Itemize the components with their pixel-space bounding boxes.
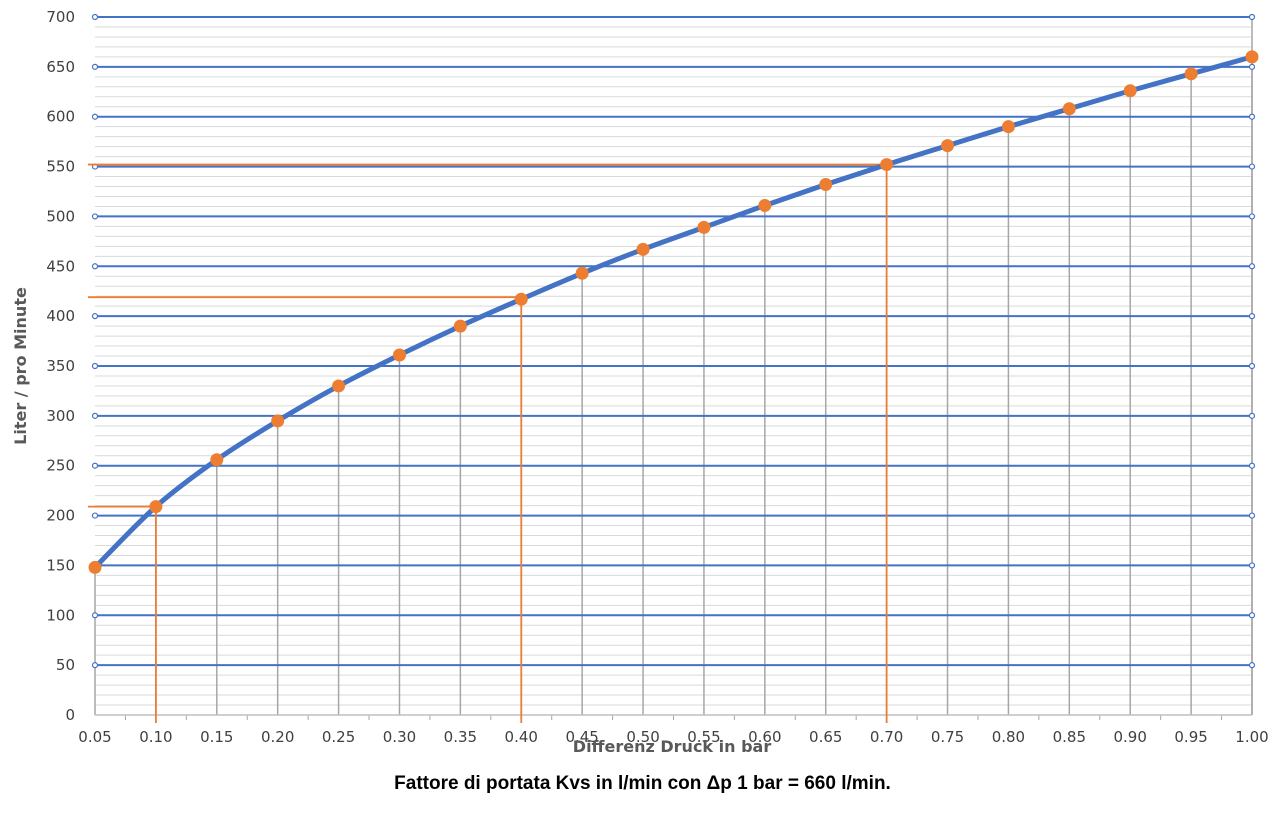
data-point (697, 220, 711, 234)
x-tick-label: 0.15 (200, 728, 233, 746)
y-tick-label: 100 (46, 606, 75, 624)
x-tick-label: 0.30 (383, 728, 416, 746)
y-tick-label: 400 (46, 307, 75, 325)
data-point (1123, 84, 1137, 98)
data-point (575, 266, 589, 280)
data-point (1184, 67, 1198, 81)
gridline-end-marker (91, 113, 99, 120)
x-axis-label: Differenz Druck in bar (573, 737, 772, 756)
data-point (210, 453, 224, 467)
data-point (1001, 120, 1015, 134)
x-tick-label: 0.55 (687, 728, 720, 746)
gridline-end-marker (1248, 263, 1256, 270)
gridline-end-marker (1248, 662, 1256, 669)
data-point (149, 500, 163, 514)
x-tick-label: 0.45 (565, 728, 598, 746)
gridline-end-marker (91, 412, 99, 419)
series-line (92, 54, 1255, 570)
gridline-end-marker (1248, 113, 1256, 120)
x-tick-label: 0.60 (748, 728, 781, 746)
data-point (636, 242, 650, 256)
y-tick-label: 250 (46, 457, 75, 475)
gridline-end-marker (91, 362, 99, 370)
y-tick-label: 200 (46, 507, 75, 525)
y-tick-label: 600 (46, 108, 75, 126)
x-tick-label: 0.75 (931, 728, 964, 746)
gridline-end-marker (91, 462, 99, 469)
x-tick-label: 1.00 (1235, 728, 1268, 746)
gridline-end-marker (91, 63, 99, 70)
data-point (332, 379, 346, 393)
data-point (392, 348, 406, 362)
gridline-end-marker (1248, 512, 1256, 519)
data-point (758, 198, 772, 212)
x-tick-label: 0.80 (992, 728, 1025, 746)
gridline-end-marker (1248, 362, 1256, 370)
x-tick-label: 0.50 (626, 728, 659, 746)
data-point (271, 414, 285, 428)
data-point (88, 560, 102, 574)
data-point (1062, 102, 1076, 116)
y-tick-label: 450 (46, 257, 75, 275)
x-tick-label: 0.25 (322, 728, 355, 746)
gridline-end-marker (1248, 213, 1256, 220)
gridline-end-marker (1248, 462, 1256, 469)
y-tick-label: 350 (46, 357, 75, 375)
gridline-end-marker (91, 13, 99, 21)
x-tick-label: 0.85 (1053, 728, 1086, 746)
x-tick-label: 0.70 (870, 728, 903, 746)
gridline-end-marker (1248, 163, 1256, 170)
data-point (819, 178, 833, 192)
gridline-end-marker (1248, 412, 1256, 419)
x-tick-label: 0.10 (139, 728, 172, 746)
y-tick-label: 550 (46, 158, 75, 176)
y-tick-label: 500 (46, 207, 75, 225)
gridline-end-marker (1248, 63, 1256, 70)
y-tick-label: 700 (46, 8, 75, 26)
y-tick-label: 50 (56, 656, 75, 674)
y-tick-label: 150 (46, 556, 75, 574)
gridline-end-marker (91, 313, 99, 320)
data-point (1245, 50, 1259, 64)
minor-grid (95, 26, 1252, 706)
gridline-end-marker (1248, 313, 1256, 320)
gridline-end-marker (91, 263, 99, 270)
y-tick-label: 0 (65, 706, 75, 724)
x-tick-label: 0.95 (1174, 728, 1207, 746)
x-tick-label: 0.65 (809, 728, 842, 746)
gridline-end-marker (91, 612, 99, 619)
y-tick-label: 650 (46, 58, 75, 76)
y-axis-label: Liter / pro Minute (11, 287, 30, 445)
x-tick-label: 0.20 (261, 728, 294, 746)
x-axis-ticks: 0.05 0.10 0.15 0.20 0.25 0.30 0.35 0.40 0.45 0.50… (78, 728, 1268, 746)
gridline-end-marker (1248, 612, 1256, 619)
y-tick-label: 300 (46, 407, 75, 425)
gridline-end-marker (91, 662, 99, 669)
x-tick-label: 0.90 (1114, 728, 1147, 746)
data-series (88, 50, 1259, 574)
gridline-end-marker (91, 213, 99, 220)
data-point (453, 319, 467, 333)
chart-caption: Fattore di portata Kvs in l/min con Δp 1… (394, 773, 891, 794)
y-axis-ticks: 0 50 100 150 200 250 300 350 400 450 500 550 600 650 7… (46, 8, 75, 724)
gridline-end-marker (91, 512, 99, 519)
data-point (880, 158, 894, 172)
x-tick-label: 0.35 (444, 728, 477, 746)
major-gridlines (91, 13, 1256, 716)
data-point (941, 139, 955, 153)
x-tick-label: 0.40 (505, 728, 538, 746)
x-tick-label: 0.05 (78, 728, 111, 746)
gridline-end-marker (1248, 13, 1256, 21)
gridline-end-marker (1248, 562, 1256, 569)
data-point (514, 292, 528, 306)
reference-lines (88, 163, 888, 723)
chart: 0 50 100 150 200 250 300 350 400 450 500 550 600 650 7… (11, 8, 1269, 756)
